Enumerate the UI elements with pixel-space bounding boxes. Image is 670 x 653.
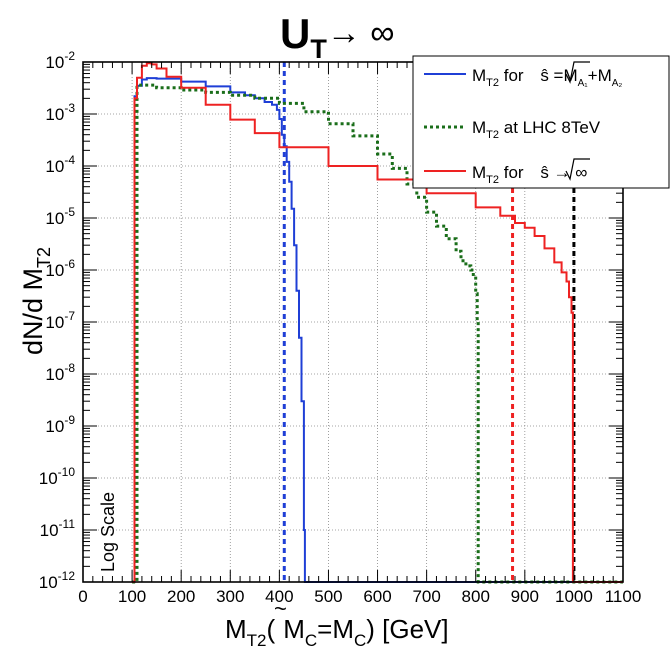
legend0-sub: T2	[486, 77, 499, 89]
x-tick-label: 200	[167, 587, 195, 606]
title-sub: T	[310, 34, 327, 64]
y-tick-label: 10-6	[45, 257, 75, 280]
y-tick-label: 10-5	[45, 205, 75, 228]
legend0-rest: for	[499, 66, 528, 85]
legend0-plus: +M	[588, 66, 612, 85]
y-tick-exponent: -4	[64, 153, 75, 167]
legend2-main: M	[472, 163, 486, 182]
legend0-sub1: A₁	[578, 78, 589, 89]
xlabel-eq: =M	[317, 614, 354, 644]
legend2-sqrt-sign	[565, 158, 590, 181]
log-scale-annotation: Log Scale	[98, 492, 118, 572]
xlabel-main: M	[225, 614, 247, 644]
y-tick-label: 10-12	[39, 569, 76, 592]
xlabel-tilde-m: M	[283, 614, 305, 644]
legend0-sqrt-sign	[565, 61, 590, 84]
xlabel-sub: T2	[247, 631, 267, 648]
y-tick-exponent: -5	[64, 205, 75, 219]
ylabel-main: dN/d M	[18, 268, 48, 355]
y-tick-exponent: -9	[64, 413, 75, 427]
y-tick-base: 10	[45, 157, 64, 176]
x-axis-label: MT2(MC=MC) [GeV]	[225, 614, 449, 648]
x-tick-label: 1100	[605, 587, 642, 606]
xlabel-eq-sub: C	[354, 631, 366, 648]
legend0-main: M	[472, 66, 486, 85]
legend2-sub: T2	[486, 174, 499, 186]
legend1-rest: at LHC 8TeV	[499, 118, 601, 137]
ylabel-sub: T2	[34, 247, 54, 268]
xlabel-tilde: ~	[274, 596, 287, 621]
y-tick-base: 10	[45, 313, 64, 332]
y-tick-label: 10-7	[45, 309, 75, 332]
legend2-sqrt-arg: ŝ	[540, 163, 549, 182]
y-tick-base: 10	[40, 521, 59, 540]
title-arrow: → ∞	[327, 14, 395, 52]
x-tick-label: 400	[265, 587, 293, 606]
vertical-reference-lines	[282, 62, 576, 582]
y-tick-base: 10	[45, 53, 64, 72]
y-tick-exponent: -7	[64, 309, 75, 323]
y-tick-exponent: -11	[59, 517, 76, 531]
y-tick-label: 10-4	[45, 153, 75, 176]
y-tick-exponent: -10	[58, 465, 76, 479]
x-tick-label: 700	[412, 587, 440, 606]
legend-box	[412, 55, 670, 189]
x-tick-label: 900	[511, 587, 539, 606]
chart-title: UT→ ∞	[280, 10, 395, 64]
legend1-main: M	[472, 118, 486, 137]
y-tick-label: 10-2	[45, 49, 75, 72]
y-tick-label: 10-9	[45, 413, 75, 436]
xlabel-tilde-sub: C	[305, 631, 317, 648]
legend0-sub2: A₂	[612, 78, 623, 89]
series-line-blue	[132, 77, 623, 583]
series-line-green	[132, 83, 623, 584]
y-tick-base: 10	[45, 365, 64, 384]
legend1-sub: T2	[486, 129, 499, 141]
y-tick-base: 10	[45, 209, 64, 228]
legend0-sqrt-arg: ŝ	[540, 66, 549, 85]
xlabel-open: (	[267, 614, 276, 644]
y-tick-exponent: -3	[64, 101, 75, 115]
x-tick-label: 800	[462, 587, 490, 606]
legend: MT2 for ŝ =MA₁+MA₂ MT2 at LHC 8TeV MT2 f…	[412, 55, 670, 189]
legend-label-red: MT2 for ŝ → ∞	[472, 163, 587, 186]
tick-layer: 0 100 200 300 400 500 600 700 800 900 1000 110010-1…	[39, 49, 642, 606]
y-tick-base: 10	[45, 105, 64, 124]
xlabel-close: ) [GeV]	[366, 614, 448, 644]
grid-layer	[83, 62, 624, 582]
x-tick-label: 300	[216, 587, 244, 606]
legend0-eq: =M	[549, 66, 578, 85]
y-tick-base: 10	[39, 469, 58, 488]
y-tick-label: 10-3	[45, 101, 75, 124]
y-tick-base: 10	[39, 573, 58, 592]
y-axis-label: dN/d MT2	[18, 247, 54, 355]
y-tick-exponent: -8	[64, 361, 75, 375]
y-tick-label: 10-10	[39, 465, 76, 488]
x-tick-label: 600	[363, 587, 391, 606]
title-main: U	[280, 10, 310, 57]
x-tick-label: 100	[118, 587, 146, 606]
y-tick-exponent: -2	[64, 49, 75, 63]
y-tick-base: 10	[45, 261, 64, 280]
x-tick-label: 500	[314, 587, 342, 606]
legend-label-green: MT2 at LHC 8TeV	[472, 118, 601, 141]
legend2-rest: for	[499, 163, 528, 182]
y-tick-label: 10-8	[45, 361, 75, 384]
y-tick-label: 10-11	[40, 517, 76, 540]
y-tick-base: 10	[45, 417, 64, 436]
y-tick-exponent: -6	[64, 257, 75, 271]
x-tick-label: 1000	[555, 587, 593, 606]
y-tick-exponent: -12	[58, 569, 76, 583]
x-tick-label: 0	[78, 587, 87, 606]
legend2-arrow: → ∞	[549, 163, 588, 182]
